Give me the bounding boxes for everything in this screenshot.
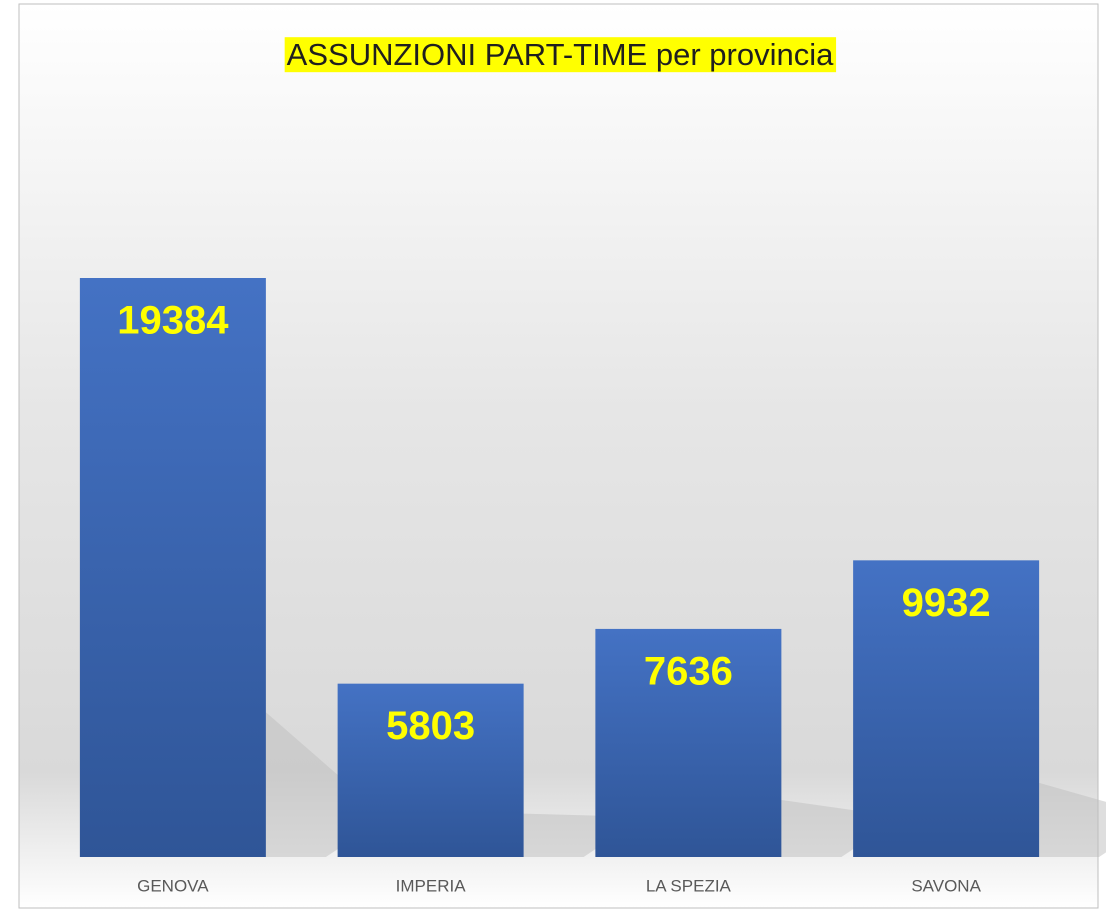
bar-shadow: [1039, 782, 1106, 857]
data-label: 9932: [902, 581, 991, 625]
data-label: 7636: [644, 649, 733, 693]
x-tick-label: GENOVA: [137, 876, 209, 895]
x-tick-label: SAVONA: [911, 876, 981, 895]
data-label: 19384: [117, 299, 229, 343]
x-tick-label: LA SPEZIA: [646, 876, 732, 895]
bar: [79, 278, 266, 857]
chart-title: ASSUNZIONI PART-TIME per provincia: [287, 37, 834, 72]
bar: [853, 560, 1040, 857]
bar: [595, 628, 782, 857]
x-tick-label: IMPERIA: [396, 876, 467, 895]
title-highlight: [284, 37, 837, 73]
data-label: 5803: [386, 704, 475, 748]
bar: [337, 683, 524, 857]
